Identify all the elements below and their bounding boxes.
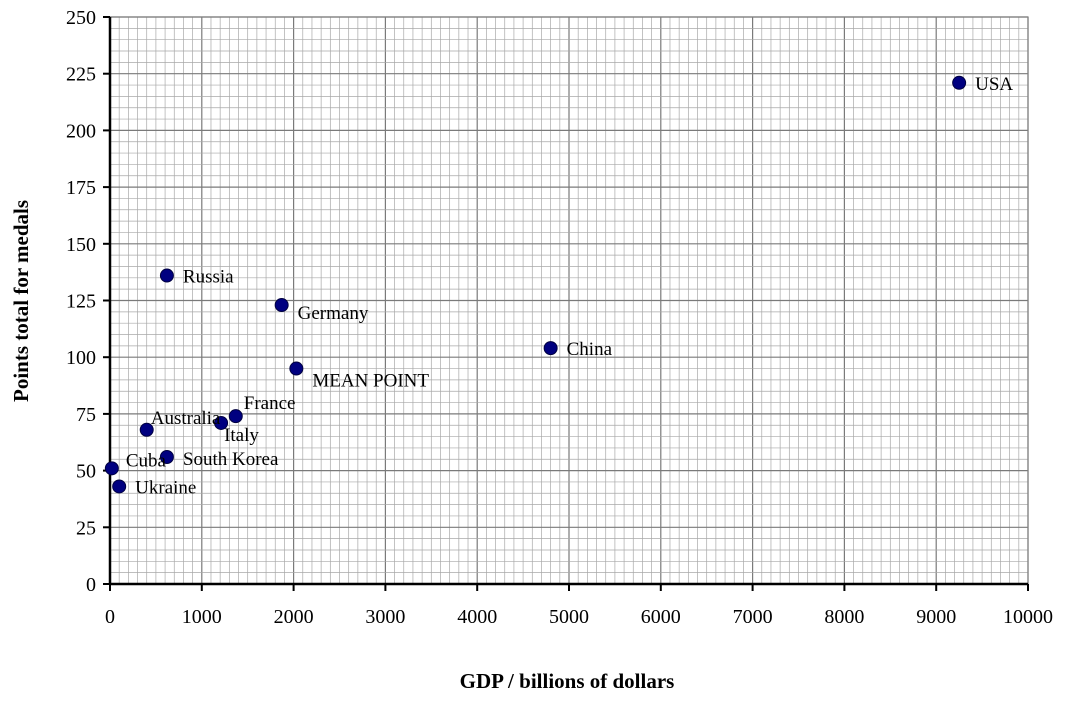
axes bbox=[103, 16, 1029, 591]
point-label-france: France bbox=[244, 393, 296, 414]
data-point-italy bbox=[214, 415, 229, 430]
x-tick-label: 2000 bbox=[274, 606, 314, 628]
x-tick-label: 0 bbox=[105, 606, 115, 628]
point-label-south-korea: South Korea bbox=[183, 449, 279, 470]
y-tick-label: 25 bbox=[76, 517, 96, 539]
y-tick-label: 200 bbox=[66, 120, 96, 142]
grid bbox=[109, 16, 1029, 585]
point-label-cuba: Cuba bbox=[126, 450, 167, 471]
y-tick-label: 75 bbox=[76, 404, 96, 426]
point-label-australia: Australia bbox=[151, 408, 221, 429]
tick-labels: 0 1000 2000 3000 4000 5000 6000 7000 8000 9000 100… bbox=[66, 7, 1053, 628]
x-tick-label: 1000 bbox=[182, 606, 222, 628]
y-tick-label: 125 bbox=[66, 291, 96, 313]
x-axis-title: GDP / billions of dollars bbox=[460, 669, 675, 693]
point-label-china: China bbox=[567, 339, 613, 360]
data-point-cuba bbox=[104, 461, 119, 476]
data-points bbox=[104, 75, 967, 494]
data-point-usa bbox=[952, 75, 967, 90]
data-point-china bbox=[543, 341, 558, 356]
point-label-usa: USA bbox=[975, 74, 1013, 95]
y-tick-label: 175 bbox=[66, 177, 96, 199]
point-label-germany: Germany bbox=[298, 303, 369, 324]
x-tick-label: 10000 bbox=[1003, 606, 1053, 628]
x-tick-label: 8000 bbox=[824, 606, 864, 628]
data-point-mean-point bbox=[289, 361, 304, 376]
x-tick-label: 9000 bbox=[916, 606, 956, 628]
y-tick-label: 50 bbox=[76, 461, 96, 483]
point-label-ukraine: Ukraine bbox=[135, 477, 196, 498]
point-label-russia: Russia bbox=[183, 267, 234, 288]
data-point-germany bbox=[274, 298, 289, 313]
y-tick-label: 0 bbox=[86, 574, 96, 596]
y-tick-label: 150 bbox=[66, 234, 96, 256]
data-point-france bbox=[228, 409, 243, 424]
x-tick-label: 5000 bbox=[549, 606, 589, 628]
data-point-australia bbox=[139, 422, 154, 437]
point-labels: USA China MEAN POINT Germany France Italy Russ… bbox=[126, 74, 1014, 499]
y-axis-title: Points total for medals bbox=[9, 200, 33, 402]
point-label-mean-point: MEAN POINT bbox=[312, 371, 429, 392]
data-point-ukraine bbox=[112, 479, 127, 494]
point-label-italy: Italy bbox=[224, 425, 259, 446]
x-tick-label: 4000 bbox=[457, 606, 497, 628]
data-point-russia bbox=[159, 268, 174, 283]
y-tick-label: 100 bbox=[66, 347, 96, 369]
x-tick-label: 3000 bbox=[365, 606, 405, 628]
y-tick-label: 250 bbox=[66, 7, 96, 29]
data-point-south-korea bbox=[159, 449, 174, 464]
x-tick-label: 6000 bbox=[641, 606, 681, 628]
y-tick-label: 225 bbox=[66, 64, 96, 86]
x-tick-label: 7000 bbox=[733, 606, 773, 628]
